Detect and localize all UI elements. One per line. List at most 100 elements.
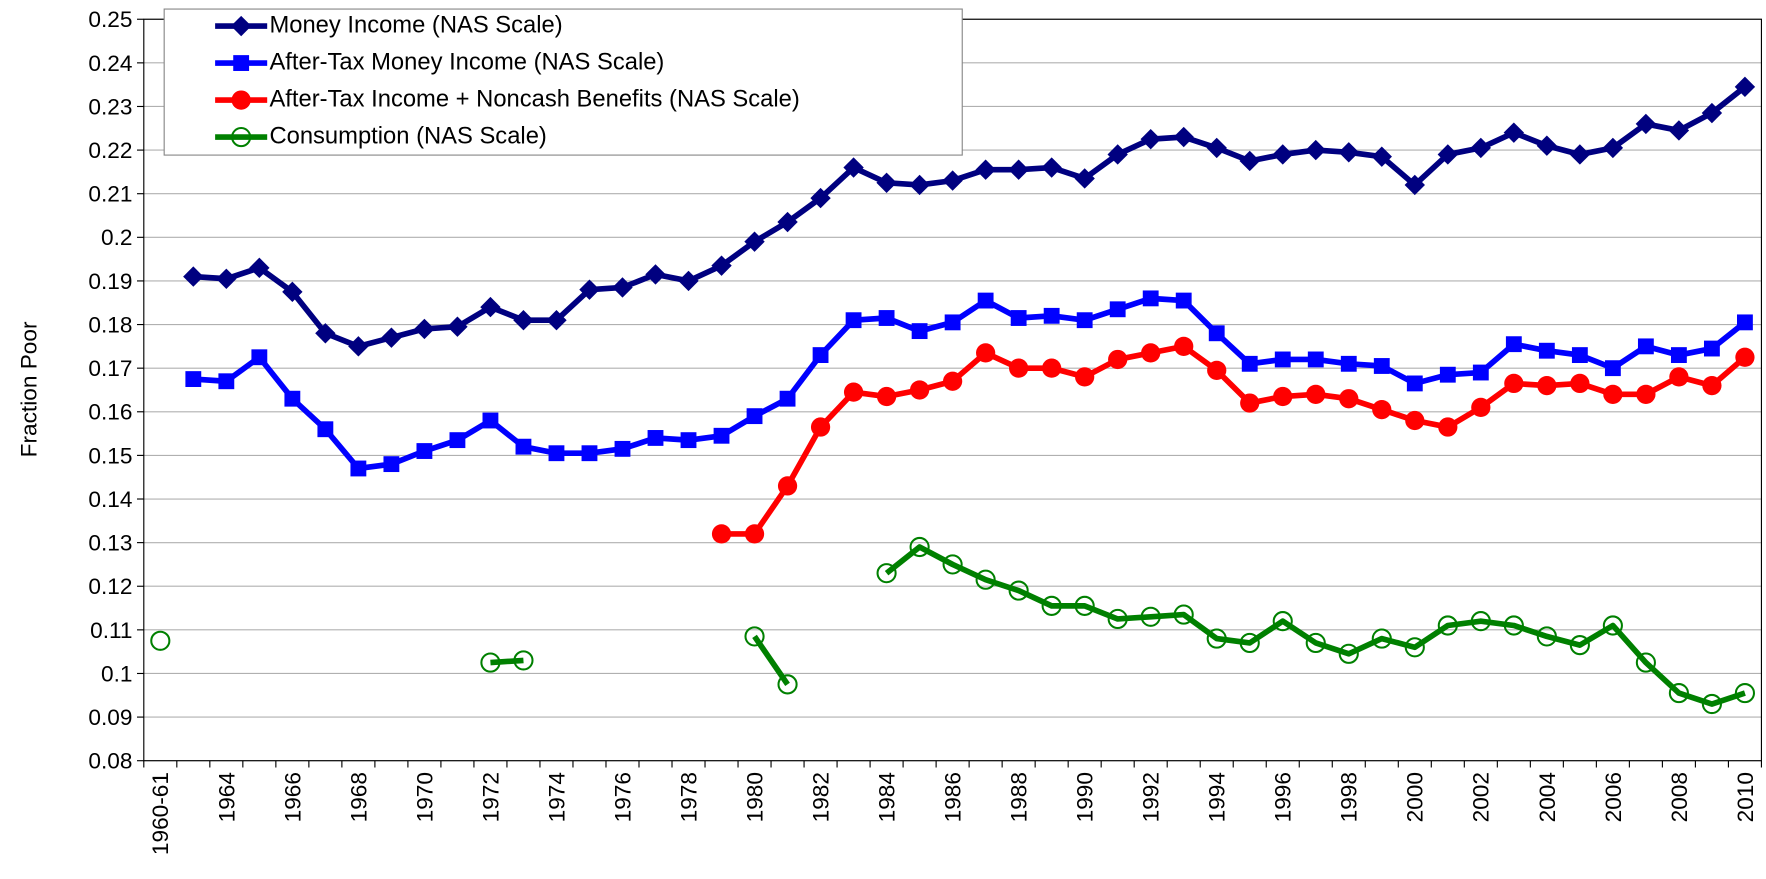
marker	[1702, 375, 1722, 396]
legend-label: After-Tax Money Income (NAS Scale)	[269, 48, 664, 75]
marker	[1306, 384, 1326, 404]
marker	[1206, 628, 1227, 649]
marker	[218, 373, 235, 390]
x-tick-label: 2004	[1535, 772, 1560, 822]
marker	[414, 318, 435, 340]
marker	[1274, 351, 1291, 368]
x-tick-label: 1990	[1073, 772, 1098, 822]
marker	[909, 174, 930, 196]
marker	[1272, 144, 1293, 165]
marker	[1372, 399, 1392, 420]
marker	[911, 323, 928, 340]
marker	[1041, 595, 1062, 616]
marker	[777, 674, 798, 695]
marker	[1108, 349, 1128, 370]
marker	[1405, 410, 1425, 431]
marker	[581, 445, 598, 462]
marker	[1703, 340, 1720, 357]
x-tick-label: 1968	[346, 772, 371, 822]
x-tick-label: 1964	[214, 772, 239, 822]
marker	[812, 347, 829, 364]
marker	[1735, 347, 1755, 367]
marker	[1503, 122, 1525, 143]
marker	[1075, 367, 1095, 387]
marker	[1175, 292, 1192, 309]
legend-label: Money Income (NAS Scale)	[269, 11, 562, 38]
marker	[711, 524, 732, 544]
marker	[515, 438, 532, 455]
marker	[843, 382, 864, 402]
y-tick-label: 0.19	[88, 269, 132, 294]
marker	[1668, 120, 1690, 141]
marker	[1737, 314, 1753, 331]
marker	[1174, 336, 1194, 356]
marker	[1241, 355, 1258, 372]
marker	[1140, 128, 1161, 150]
y-tick-label: 0.14	[88, 487, 132, 512]
marker	[1041, 157, 1062, 178]
marker	[482, 412, 499, 429]
marker	[1009, 358, 1029, 378]
marker	[1570, 373, 1590, 394]
marker	[1669, 367, 1689, 387]
marker	[1239, 632, 1260, 654]
marker	[1273, 386, 1293, 407]
x-tick-label: 1992	[1139, 772, 1164, 822]
marker	[1536, 626, 1557, 647]
legend-marker	[230, 15, 252, 37]
marker	[976, 343, 996, 363]
marker	[317, 421, 334, 438]
x-tick-label: 1984	[875, 772, 900, 822]
x-tick-label: 1978	[676, 772, 701, 822]
x-tick-label: 2000	[1403, 772, 1428, 822]
marker	[1142, 290, 1159, 307]
marker	[1008, 580, 1029, 601]
y-tick-label: 0.25	[88, 7, 132, 32]
marker	[150, 630, 171, 651]
marker	[1239, 150, 1260, 172]
legend-label: Consumption (NAS Scale)	[269, 122, 546, 149]
series	[711, 336, 1755, 544]
y-tick-label: 0.2	[101, 225, 132, 250]
marker	[1076, 312, 1093, 329]
marker	[1470, 137, 1492, 159]
marker	[944, 314, 961, 331]
marker	[1206, 137, 1227, 159]
x-tick-label: 1980	[742, 772, 767, 822]
marker	[1338, 142, 1359, 163]
marker	[612, 277, 633, 298]
marker	[1701, 693, 1722, 715]
marker	[1569, 144, 1591, 165]
marker	[480, 296, 501, 318]
marker	[909, 536, 930, 558]
marker	[1602, 615, 1623, 636]
marker	[909, 380, 930, 400]
marker	[1637, 338, 1654, 355]
y-tick-label: 0.15	[88, 443, 132, 468]
marker	[1371, 628, 1392, 649]
y-tick-label: 0.08	[88, 749, 132, 774]
marker	[1141, 343, 1161, 363]
marker	[381, 327, 402, 348]
marker	[1074, 595, 1095, 616]
marker	[546, 310, 567, 331]
x-tick-label: 1982	[808, 772, 833, 822]
marker	[1404, 637, 1425, 658]
marker	[183, 266, 204, 287]
marker	[1603, 384, 1623, 404]
x-tick-label: 1994	[1205, 772, 1230, 822]
marker	[1173, 126, 1194, 148]
x-tick-label: 2010	[1733, 772, 1758, 822]
x-tick-label: 1998	[1337, 772, 1362, 822]
marker	[876, 563, 897, 584]
marker	[1208, 325, 1225, 342]
marker	[1307, 351, 1324, 368]
marker	[1437, 615, 1458, 636]
y-tick-label: 0.18	[88, 312, 132, 337]
legend: Money Income (NAS Scale) After-Tax Money …	[163, 8, 963, 156]
marker	[1339, 389, 1359, 409]
x-tick-label: 1960-61	[148, 772, 173, 855]
marker	[1537, 375, 1557, 396]
